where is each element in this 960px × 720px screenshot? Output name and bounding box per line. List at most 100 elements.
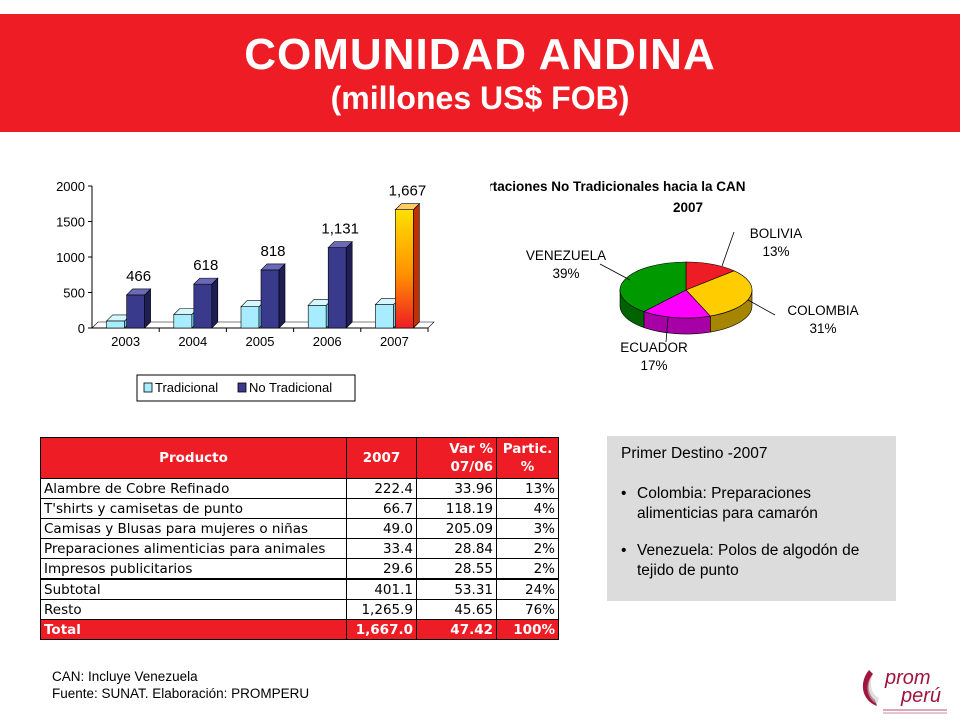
page-subtitle: (millones US$ FOB): [330, 80, 630, 116]
y-tick-label: 2000: [56, 179, 85, 194]
note-can: CAN: Incluye Venezuela: [52, 669, 198, 684]
table-row-subtotal: Subtotal 401.1 53.31 24%: [40, 578, 559, 600]
bar-front: [260, 269, 280, 329]
bar-chart-legend: Tradicional No Tradicional: [136, 374, 356, 402]
cell-2007: 49.0: [346, 518, 417, 539]
y-tick-label: 1000: [56, 250, 85, 265]
cell-partic: 100%: [496, 619, 559, 640]
pie-leader-line: [665, 317, 669, 343]
col-header-var: Var % 07/06: [416, 437, 497, 479]
cell-2007: 66.7: [346, 498, 417, 519]
cell-partic: 13%: [496, 478, 559, 499]
bar-data-label: 618: [193, 257, 218, 274]
col-header-producto: Producto: [40, 437, 347, 479]
primer-destino-box: Primer Destino -2007 • Colombia: Preparac…: [607, 436, 896, 601]
primer-destino-heading: Primer Destino -2007: [621, 445, 768, 462]
cell-var: 33.96: [416, 478, 497, 499]
pie-slice-label: ECUADOR: [620, 340, 688, 355]
bar-top: [125, 288, 152, 296]
table-row-resto: Resto 1,265.9 45.65 76%: [40, 599, 559, 620]
bar-top: [260, 263, 286, 271]
cell-var: 53.31: [416, 578, 497, 600]
bar-side: [345, 240, 353, 329]
bar-front: [327, 247, 347, 329]
cell-producto: Subtotal: [40, 578, 347, 600]
pie-slice-pct: 39%: [552, 266, 579, 281]
bar-no-tradicional: [327, 240, 353, 329]
cell-var: 28.84: [416, 538, 497, 559]
pie-leader-line: [599, 263, 631, 281]
cell-2007: 401.1: [346, 578, 417, 600]
x-tick-label: 2005: [246, 334, 275, 349]
col-header-2007: 2007: [346, 437, 417, 479]
bar-data-label: 818: [260, 243, 285, 260]
table-row: Preparaciones alimenticias para animales…: [40, 538, 559, 559]
bar-no-tradicional: [394, 202, 421, 329]
table-row: Alambre de Cobre Refinado 222.4 33.96 13%: [40, 478, 559, 499]
cell-2007: 33.4: [346, 538, 417, 559]
col-header-var-line1: Var %: [449, 441, 493, 457]
bar-front: [173, 314, 193, 329]
cell-partic: 2%: [496, 558, 559, 580]
bar-front: [240, 306, 260, 329]
svg-text:perú: perú: [900, 685, 941, 707]
pie-chart-title: Exportaciones No Tradicionales hacia la …: [490, 179, 746, 194]
table-row: Impresos publicitarios 29.6 28.55 2%: [40, 558, 559, 580]
bar-front: [126, 294, 145, 329]
cell-2007: 1,265.9: [346, 599, 417, 620]
table-row-total: Total 1,667.0 47.42 100%: [40, 619, 559, 640]
cell-partic: 24%: [496, 578, 559, 600]
bar-front: [193, 283, 213, 329]
legend-label-tradicional: Tradicional: [155, 380, 218, 395]
cell-2007: 29.6: [346, 558, 417, 580]
bar-no-tradicional: [260, 263, 286, 329]
list-item: • Colombia: Preparaciones alimenticias pa…: [621, 484, 891, 524]
col-header-partic-line1: Partic.: [502, 441, 553, 457]
bar-side: [413, 202, 420, 329]
col-header-partic: Partic. %: [496, 437, 559, 479]
pie-leader-line: [721, 231, 735, 267]
pie-chart: Exportaciones No Tradicionales hacia la …: [490, 179, 859, 373]
cell-var: 205.09: [416, 518, 497, 539]
x-tick-label: 2007: [380, 334, 409, 349]
bar-data-label: 466: [126, 268, 151, 285]
cell-producto: T'shirts y camisetas de punto: [40, 498, 347, 519]
col-header-partic-line2: %: [520, 459, 535, 475]
bar-chart: 0 500 1000 1500 2000 2003 2004 2005 2006 2007 466…: [56, 179, 435, 402]
cell-var: 47.42: [416, 619, 497, 640]
list-item-text: Colombia: Preparaciones alimenticias par…: [637, 485, 818, 522]
bar-data-label: 1,667: [389, 183, 427, 200]
bar-data-label: 1,131: [321, 221, 359, 238]
pie-leader-line: [747, 299, 776, 316]
bar-front: [106, 320, 125, 329]
cell-partic: 4%: [496, 498, 559, 519]
legend-swatch-tradicional: [143, 382, 153, 393]
bar-top: [394, 203, 421, 210]
x-tick-label: 2003: [111, 334, 140, 349]
bar-front: [375, 304, 394, 329]
cell-producto: Resto: [40, 599, 347, 620]
note-fuente: Fuente: SUNAT. Elaboración: PROMPERU: [52, 686, 310, 701]
x-tick-label: 2004: [178, 334, 207, 349]
col-header-var-line2: 07/06: [450, 459, 493, 475]
list-item: • Venezuela: Polos de algodón de tejido d…: [621, 541, 891, 581]
promperu-logo: prom perú: [862, 667, 947, 714]
cell-var: 45.65: [416, 599, 497, 620]
bullet-icon: •: [621, 485, 627, 502]
table-row: T'shirts y camisetas de punto 66.7 118.19 4…: [40, 498, 559, 519]
cell-var: 118.19: [416, 498, 497, 519]
pie-slice: [643, 289, 711, 319]
legend-swatch-no-tradicional: [237, 382, 247, 393]
y-tick-label: 500: [63, 286, 85, 301]
page-title: COMUNIDAD ANDINA: [244, 30, 716, 79]
title-banner: COMUNIDAD ANDINA (millones US$ FOB): [0, 14, 960, 132]
cell-var: 28.55: [416, 558, 497, 580]
cell-partic: 76%: [496, 599, 559, 620]
table-header-row: Producto 2007 Var % 07/06 Partic. %: [40, 437, 559, 479]
primer-destino-list: • Colombia: Preparaciones alimenticias pa…: [621, 484, 891, 598]
bar-no-tradicional: [125, 288, 152, 329]
source-notes: CAN: Incluye Venezuela Fuente: SUNAT. El…: [52, 668, 309, 702]
bullet-icon: •: [621, 542, 627, 559]
cell-partic: 2%: [496, 538, 559, 559]
cell-producto: Preparaciones alimenticias para animales: [40, 538, 347, 559]
